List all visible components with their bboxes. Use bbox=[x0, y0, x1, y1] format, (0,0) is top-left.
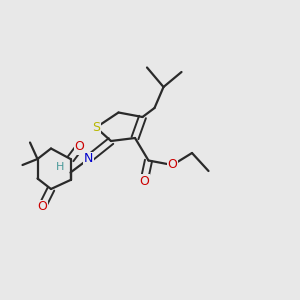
Text: O: O bbox=[37, 200, 47, 214]
Text: O: O bbox=[139, 175, 149, 188]
Text: H: H bbox=[56, 161, 64, 172]
Text: O: O bbox=[168, 158, 177, 172]
Text: H: H bbox=[56, 161, 64, 172]
Text: N: N bbox=[84, 152, 93, 166]
Text: S: S bbox=[92, 121, 100, 134]
Text: O: O bbox=[75, 140, 84, 154]
